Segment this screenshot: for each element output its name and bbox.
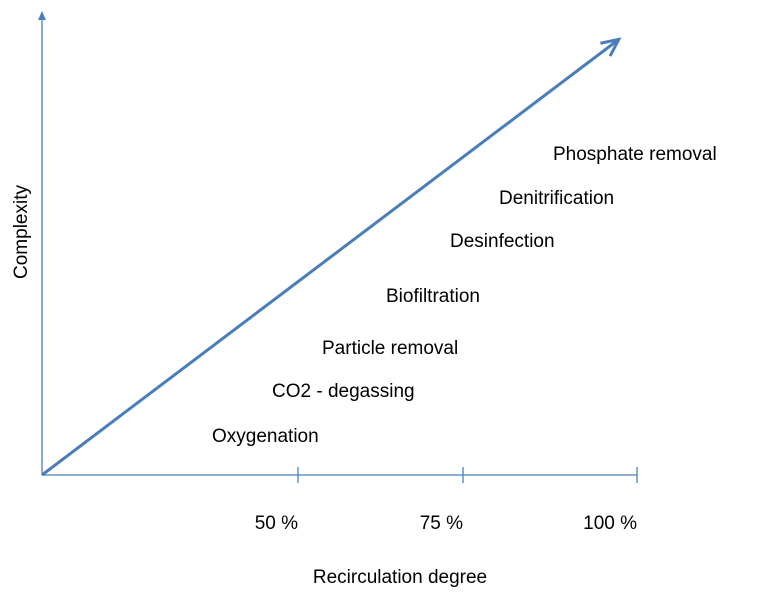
step-label: Oxygenation [212,426,319,447]
step-label: Desinfection [450,231,555,252]
step-label: Biofiltration [386,286,480,307]
steps: Oxygenation CO2 - degassing Particle remov… [212,144,717,447]
step-label: CO2 - degassing [272,381,415,402]
step-label: Denitrification [499,188,614,209]
y-axis-label: Complexity [11,185,32,279]
step-label: Phosphate removal [553,144,717,165]
x-axis-label: Recirculation degree [313,567,487,588]
step-label: Particle removal [322,338,458,359]
x-tick-label: 50 % [255,513,298,534]
x-tick-label: 75 % [420,513,463,534]
x-tick-label: 100 % [583,513,637,534]
trend-arrow [41,40,618,477]
x-ticks: 50 % 75 % 100 % [255,467,638,534]
